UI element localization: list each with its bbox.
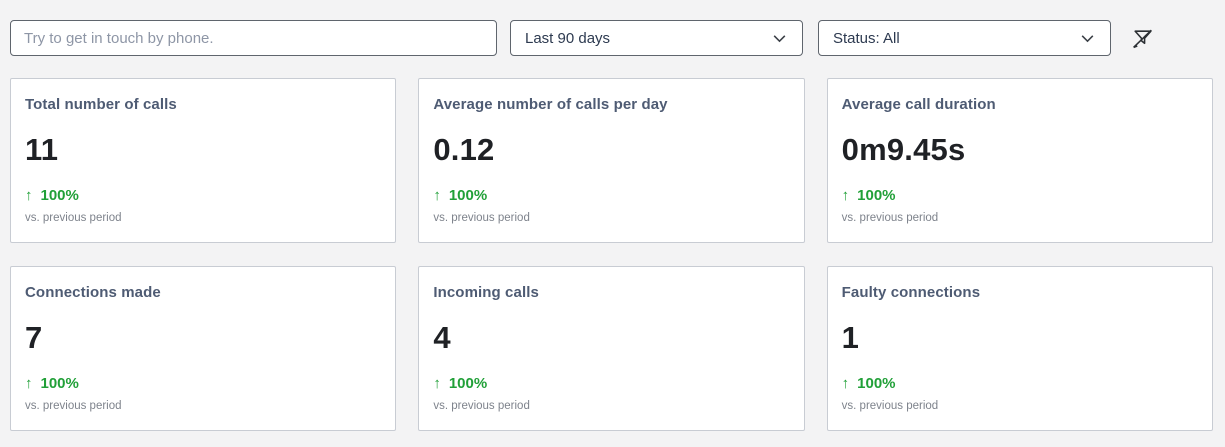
trend-percent: 100% (40, 187, 79, 204)
card-value: 7 (25, 320, 43, 355)
stat-card-avg-call-duration: Average call duration 0m9.45s ↑ 100% vs.… (826, 78, 1213, 243)
chevron-down-icon (773, 34, 786, 42)
compare-label: vs. previous period (433, 212, 530, 224)
card-title: Average call duration (841, 96, 996, 113)
period-select[interactable]: Last 90 days (510, 20, 803, 56)
stat-card-incoming-calls: Incoming calls 4 ↑ 100% vs. previous per… (418, 266, 805, 431)
search-input[interactable] (10, 20, 497, 56)
card-title: Average number of calls per day (433, 96, 668, 113)
trend-up-arrow-icon: ↑ (25, 375, 33, 392)
trend-up-arrow-icon: ↑ (841, 187, 850, 204)
trend-percent: 100% (448, 375, 488, 392)
trend: ↑ 100% (842, 375, 1198, 392)
card-value: 11 (25, 132, 59, 167)
trend: ↑ 100% (25, 375, 381, 392)
trend-up-arrow-icon: ↑ (433, 187, 441, 204)
trend-percent: 100% (448, 187, 488, 204)
card-value: 0.12 (433, 132, 495, 167)
filter-bar: Last 90 days Status: All (10, 20, 1213, 56)
card-title: Connections made (25, 284, 161, 301)
card-value: 1 (841, 320, 860, 355)
compare-label: vs. previous period (25, 212, 122, 224)
period-select-value: Last 90 days (525, 29, 611, 47)
card-title: Total number of calls (25, 96, 177, 113)
trend: ↑ 100% (433, 187, 789, 204)
card-value: 0m9.45s (841, 132, 966, 167)
trend-up-arrow-icon: ↑ (25, 187, 33, 204)
stat-card-avg-calls-per-day: Average number of calls per day 0.12 ↑ 1… (418, 78, 805, 243)
stat-card-connections-made: Connections made 7 ↑ 100% vs. previous p… (10, 266, 397, 431)
status-select[interactable]: Status: All (818, 20, 1111, 56)
trend-up-arrow-icon: ↑ (433, 375, 441, 392)
compare-label: vs. previous period (433, 400, 530, 412)
clear-filters-button[interactable] (1128, 24, 1156, 52)
stat-cards-grid: Total number of calls 11 ↑ 100% vs. prev… (10, 78, 1213, 431)
trend: ↑ 100% (433, 375, 789, 392)
trend-percent: 100% (857, 375, 896, 392)
compare-label: vs. previous period (841, 212, 939, 224)
trend-percent: 100% (857, 187, 896, 204)
stat-card-total-calls: Total number of calls 11 ↑ 100% vs. prev… (10, 78, 397, 243)
chevron-down-icon (1081, 34, 1094, 42)
call-stats-dashboard: Last 90 days Status: All Total number of… (10, 20, 1213, 431)
card-value: 4 (433, 320, 451, 355)
stat-card-faulty-connections: Faulty connections 1 ↑ 100% vs. previous… (826, 266, 1213, 431)
compare-label: vs. previous period (841, 400, 939, 412)
filter-off-icon (1132, 29, 1152, 48)
trend-up-arrow-icon: ↑ (841, 375, 850, 392)
compare-label: vs. previous period (25, 400, 122, 412)
card-title: Incoming calls (433, 284, 539, 301)
trend: ↑ 100% (25, 187, 381, 204)
status-select-value: Status: All (833, 29, 900, 47)
card-title: Faulty connections (841, 284, 981, 301)
trend-percent: 100% (40, 375, 79, 392)
trend: ↑ 100% (842, 187, 1198, 204)
